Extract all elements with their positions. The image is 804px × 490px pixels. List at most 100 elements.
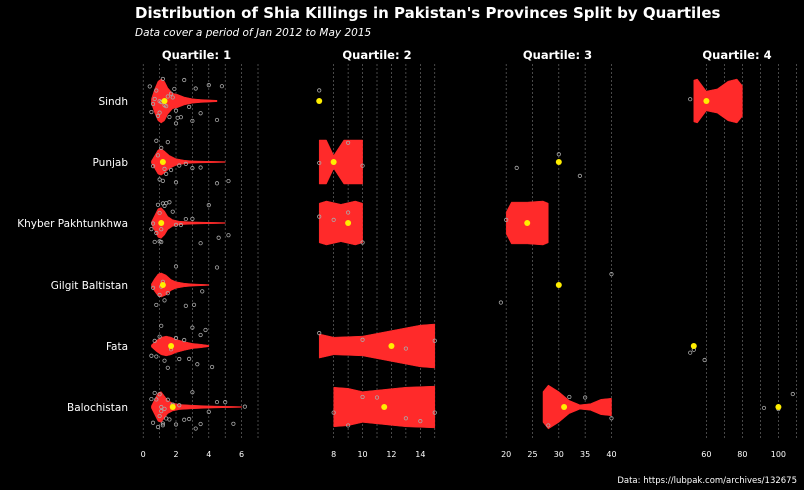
point-sindh-q1 — [172, 86, 177, 92]
point-balochistan-q1 — [160, 423, 165, 428]
point-sindh-q1 — [155, 113, 161, 118]
point-punjab-q1 — [177, 163, 182, 168]
point-balochistan-q1 — [231, 421, 236, 426]
point-khyber-pakhtunkhwa-q1 — [157, 210, 162, 216]
point-fata-q1 — [162, 358, 167, 363]
tick-label-q1: 2 — [173, 450, 178, 459]
point-punjab-q1 — [154, 138, 159, 143]
point-sindh-q1 — [214, 117, 220, 123]
point-khyber-pakhtunkhwa-q2 — [346, 210, 351, 215]
tick-label-q1: 0 — [141, 450, 146, 459]
median-marker-fata-q2 — [388, 343, 395, 349]
point-khyber-pakhtunkhwa-q1 — [170, 209, 175, 214]
point-punjab-q2 — [360, 163, 365, 168]
tick-label-q3: 35 — [580, 450, 590, 459]
point-balochistan-q1 — [159, 404, 164, 410]
point-balochistan-q2 — [418, 419, 423, 424]
point-khyber-pakhtunkhwa-q1 — [190, 216, 195, 221]
point-punjab-q1 — [173, 180, 179, 185]
point-sindh-q1 — [149, 109, 154, 115]
point-sindh-q4 — [688, 97, 693, 102]
point-gilgit-baltistan-q3 — [498, 300, 503, 305]
point-balochistan-q1 — [167, 417, 172, 422]
violin-punjab-q2 — [318, 139, 363, 185]
point-balochistan-q1 — [154, 397, 159, 402]
median-marker-sindh-q4 — [703, 98, 710, 104]
tick-label-q1: 6 — [239, 450, 244, 459]
median-marker-punjab-q1 — [159, 159, 166, 165]
median-marker-fata-q4 — [690, 343, 697, 349]
point-sindh-q1 — [165, 94, 170, 99]
point-fata-q1 — [198, 332, 203, 338]
point-punjab-q1 — [150, 163, 156, 169]
tick-label-q3: 30 — [554, 450, 564, 459]
point-fata-q1 — [165, 365, 170, 370]
point-fata-q1 — [209, 364, 215, 370]
tick-label-q4: 100 — [771, 450, 786, 459]
point-sindh-q1 — [219, 84, 225, 89]
violin-balochistan-q3 — [542, 384, 612, 430]
violin-fata-q2 — [318, 323, 436, 369]
point-balochistan-q4 — [761, 405, 767, 411]
point-balochistan-q1 — [198, 421, 203, 427]
point-balochistan-q1 — [165, 397, 170, 402]
point-gilgit-baltistan-q1 — [150, 285, 156, 290]
facet-label-q4: Quartile: 4 — [702, 48, 771, 62]
point-fata-q2 — [360, 337, 365, 342]
point-balochistan-q3 — [567, 394, 572, 400]
point-punjab-q3 — [577, 173, 582, 178]
point-balochistan-q2 — [360, 394, 365, 400]
gridlines — [142, 64, 797, 440]
point-khyber-pakhtunkhwa-q1 — [173, 222, 179, 227]
point-punjab-q3 — [514, 165, 519, 171]
point-fata-q1 — [190, 325, 195, 330]
point-khyber-pakhtunkhwa-q1 — [206, 203, 211, 208]
point-khyber-pakhtunkhwa-q3 — [504, 217, 509, 222]
row-label-khyber-pakhtunkhwa: Khyber Pakhtunkhwa — [17, 218, 128, 230]
point-balochistan-q1 — [155, 424, 161, 430]
point-punjab-q1 — [198, 165, 203, 170]
row-label-sindh: Sindh — [98, 96, 128, 108]
point-balochistan-q1 — [206, 409, 211, 414]
point-khyber-pakhtunkhwa-q1 — [154, 230, 159, 236]
point-fata-q1 — [157, 334, 162, 339]
point-khyber-pakhtunkhwa-q2 — [331, 217, 336, 222]
point-balochistan-q2 — [374, 395, 380, 400]
point-fata-q1 — [182, 337, 187, 343]
violin-khyber-pakhtunkhwa-q1 — [151, 207, 226, 239]
point-balochistan-q1 — [149, 396, 154, 402]
median-marker-khyber-pakhtunkhwa-q1 — [158, 220, 165, 226]
row-label-fata: Fata — [106, 341, 128, 353]
point-balochistan-q1 — [177, 403, 182, 408]
violin-fata-q1 — [151, 335, 210, 357]
median-markers — [158, 98, 782, 410]
point-khyber-pakhtunkhwa-q1 — [150, 221, 156, 226]
point-sindh-q1 — [206, 83, 211, 88]
chart-title: Distribution of Shia Killings in Pakista… — [135, 4, 720, 22]
point-balochistan-q1 — [182, 417, 187, 422]
point-khyber-pakhtunkhwa-q1 — [149, 227, 154, 232]
tick-label-q2: 14 — [415, 450, 425, 459]
tick-label-q1: 4 — [206, 450, 211, 459]
tick-label-q2: 12 — [386, 450, 396, 459]
point-gilgit-baltistan-q1 — [173, 264, 179, 269]
point-khyber-pakhtunkhwa-q1 — [178, 222, 184, 228]
tick-label-q4: 60 — [701, 450, 711, 459]
point-balochistan-q1 — [214, 399, 220, 405]
median-marker-balochistan-q4 — [775, 404, 782, 410]
point-sindh-q1 — [170, 95, 175, 100]
point-fata-q2 — [403, 346, 408, 351]
facet-label-q3: Quartile: 3 — [523, 48, 592, 62]
point-sindh-q1 — [154, 88, 159, 93]
point-gilgit-baltistan-q3 — [609, 272, 614, 277]
point-khyber-pakhtunkhwa-q2 — [317, 214, 322, 219]
point-punjab-q2 — [317, 160, 322, 166]
point-gilgit-baltistan-q1 — [165, 291, 170, 296]
jitter-points — [147, 76, 795, 431]
point-khyber-pakhtunkhwa-q1 — [226, 233, 231, 238]
row-label-balochistan: Balochistan — [67, 402, 128, 414]
point-fata-q1 — [152, 338, 157, 344]
point-gilgit-baltistan-q1 — [183, 303, 188, 308]
point-khyber-pakhtunkhwa-q1 — [183, 216, 188, 222]
tick-label-q2: 8 — [331, 450, 336, 459]
